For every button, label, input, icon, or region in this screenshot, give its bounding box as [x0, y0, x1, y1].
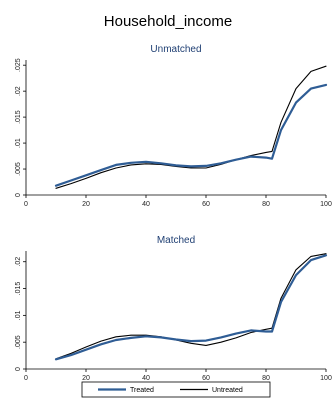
panel-matched: Matched 0 20 40 60 80 100 0 .005 .01 .015 .02	[15, 235, 332, 382]
series-line-untreated	[55, 253, 327, 360]
legend-label-treated: Treated	[130, 387, 154, 394]
x-tick-label: 80	[262, 201, 270, 208]
x-tick-label: 80	[262, 375, 270, 382]
x-tick-label: 40	[142, 201, 150, 208]
x-tick-label: 20	[82, 375, 90, 382]
legend: Treated Untreated	[81, 381, 271, 398]
y-tick-label: .02	[15, 257, 22, 267]
y-tick-label: .015	[15, 110, 22, 124]
legend-box	[81, 381, 271, 398]
series-line-treated	[54, 83, 328, 187]
x-tick-label: 40	[142, 375, 150, 382]
panel-title-matched: Matched	[157, 235, 195, 246]
legend-label-untreated: Untreated	[212, 387, 243, 394]
chart-title: Household_income	[104, 13, 232, 30]
y-tick-label: .02	[15, 86, 22, 96]
x-tick-label: 20	[82, 201, 90, 208]
x-tick-label: 60	[202, 201, 210, 208]
y-tick-label: .025	[15, 58, 22, 72]
x-tick-label: 0	[24, 201, 28, 208]
y-tick-label: 0	[15, 367, 22, 371]
series-line-treated	[54, 254, 328, 361]
panel-title-unmatched: Unmatched	[150, 44, 201, 55]
y-tick-label: .005	[15, 335, 22, 349]
x-tick-label: 100	[320, 201, 332, 208]
y-tick-label: 0	[15, 193, 22, 197]
x-tick-label: 100	[320, 375, 332, 382]
x-tick-label: 60	[202, 375, 210, 382]
panel-unmatched: Unmatched 0 20 40 60 80 100 0 .005 .01 .015 .02 .02…	[15, 44, 332, 208]
y-tick-label: .005	[15, 162, 22, 176]
y-tick-label: .01	[15, 138, 22, 148]
x-tick-label: 0	[24, 375, 28, 382]
y-tick-label: .01	[15, 310, 22, 320]
series-line-untreated	[55, 65, 327, 189]
y-tick-label: .015	[15, 282, 22, 296]
